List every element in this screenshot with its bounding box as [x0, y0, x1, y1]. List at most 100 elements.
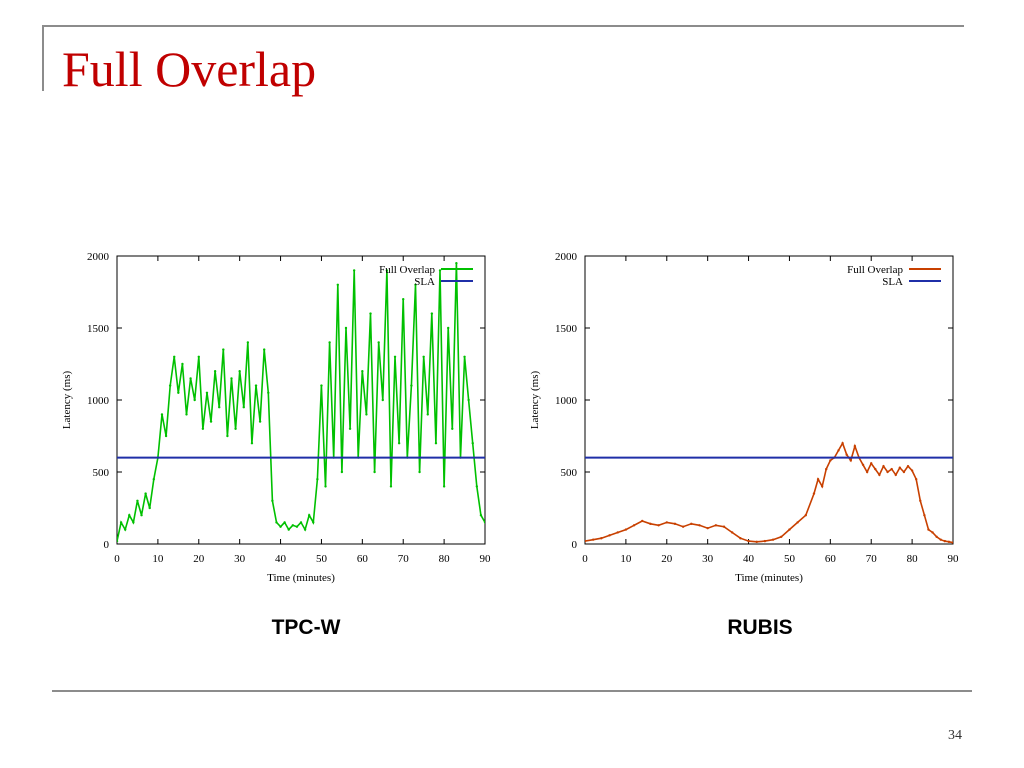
data-point — [747, 539, 750, 543]
data-point — [915, 478, 918, 481]
y-tick-label: 500 — [561, 467, 578, 479]
data-point — [919, 499, 922, 502]
data-point — [874, 467, 877, 471]
data-point — [307, 514, 311, 517]
data-point — [213, 370, 217, 373]
data-point — [739, 537, 742, 540]
data-point — [348, 427, 352, 430]
data-point — [328, 341, 331, 344]
data-point — [164, 434, 168, 438]
data-point — [947, 540, 951, 544]
y-tick-label: 1000 — [87, 395, 110, 407]
data-point — [935, 535, 938, 538]
data-point — [140, 514, 143, 517]
data-point — [209, 420, 213, 423]
page-number: 34 — [948, 728, 962, 743]
data-point — [771, 538, 775, 541]
data-point — [886, 470, 889, 474]
y-tick-label: 0 — [572, 539, 578, 551]
data-point — [927, 528, 930, 531]
data-point — [861, 463, 865, 466]
data-point — [258, 420, 262, 423]
data-point — [763, 539, 767, 543]
data-point — [168, 384, 172, 387]
chart-rubis-svg: 0 500 1000 1500 2000 0 10 20 30 40 50 60 70 80 90 Time … — [529, 251, 959, 584]
data-point — [841, 442, 844, 445]
x-tick-label: 10 — [152, 553, 164, 565]
data-point — [591, 538, 595, 541]
data-point — [463, 355, 466, 358]
data-point — [722, 525, 726, 528]
data-point — [271, 499, 274, 502]
data-point — [119, 521, 123, 524]
frame-top-rule — [42, 25, 964, 27]
data-point — [690, 522, 693, 526]
data-point — [418, 470, 421, 474]
series-line-full-overlap — [117, 263, 485, 542]
data-point — [816, 478, 820, 481]
data-point — [201, 427, 205, 430]
data-point — [181, 362, 184, 366]
data-point — [373, 470, 376, 474]
data-point — [467, 398, 470, 402]
data-point — [414, 283, 417, 286]
x-tick-label: 40 — [743, 553, 755, 565]
data-point — [344, 326, 348, 330]
data-point — [377, 341, 380, 344]
data-point — [849, 459, 852, 462]
data-point — [426, 413, 429, 416]
data-point — [641, 519, 644, 523]
data-point — [755, 540, 758, 544]
frame-left-rule — [42, 25, 44, 91]
data-point — [123, 528, 127, 531]
y-tick-label: 1500 — [87, 323, 110, 335]
data-point — [585, 539, 587, 543]
data-point — [865, 470, 869, 474]
data-point — [340, 470, 344, 474]
data-point — [299, 521, 303, 524]
data-point — [185, 413, 188, 416]
data-point — [438, 269, 442, 272]
data-point — [820, 485, 824, 488]
data-point — [698, 524, 701, 527]
chart-caption-tpcw: TPC-W — [271, 616, 341, 639]
data-point — [825, 467, 828, 471]
data-point — [471, 442, 474, 445]
data-point — [870, 462, 873, 465]
data-point — [385, 269, 389, 272]
data-point — [144, 492, 147, 495]
data-point — [352, 269, 356, 272]
data-point — [222, 348, 225, 351]
x-tick-label: 70 — [398, 553, 410, 565]
x-tick-label: 80 — [439, 553, 451, 565]
data-point — [608, 534, 611, 537]
x-tick-label: 0 — [114, 553, 120, 565]
data-point — [365, 413, 368, 416]
data-point — [483, 521, 485, 524]
x-tick-label: 60 — [357, 553, 369, 565]
data-point — [422, 355, 425, 358]
data-point — [455, 262, 458, 265]
data-point — [632, 524, 636, 527]
data-point — [430, 312, 434, 315]
y-tick-label: 2000 — [555, 251, 578, 263]
data-point — [283, 521, 286, 524]
data-point — [479, 514, 483, 517]
data-point — [910, 469, 914, 472]
data-point — [132, 521, 135, 524]
data-point — [324, 485, 327, 488]
data-point — [890, 467, 893, 471]
data-point — [397, 442, 401, 445]
data-point — [291, 524, 295, 527]
chart-tpcw-svg: 0 500 1000 1500 2000 0 10 20 30 40 50 60 70 80 90 Time … — [61, 251, 491, 584]
x-tick-label: 0 — [582, 553, 588, 565]
data-point — [853, 444, 857, 448]
x-tick-label: 30 — [234, 553, 246, 565]
x-tick-label: 70 — [866, 553, 878, 565]
data-point — [197, 355, 200, 358]
data-point — [287, 528, 290, 531]
data-point — [410, 384, 413, 387]
data-point — [665, 521, 668, 524]
x-tick-label: 20 — [661, 553, 673, 565]
data-point — [205, 391, 209, 394]
